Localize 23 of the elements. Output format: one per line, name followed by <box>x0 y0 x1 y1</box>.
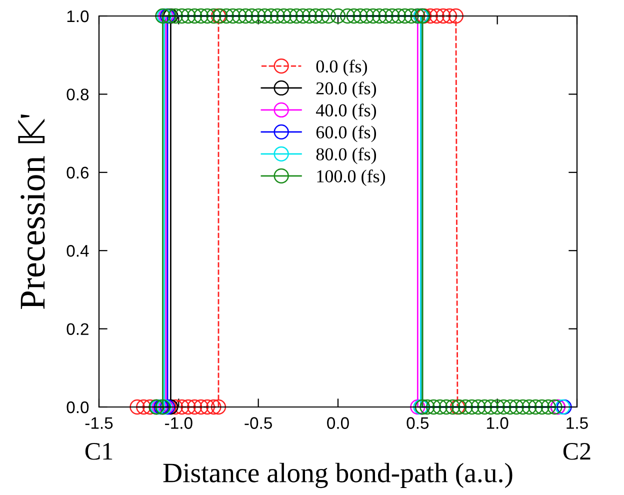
legend-label: 100.0 (fs) <box>317 169 386 186</box>
y-tick-label: 0.2 <box>66 323 88 336</box>
legend-label: 40.0 (fs) <box>316 104 376 120</box>
text: C1 <box>85 442 112 460</box>
x-axis-title: Distance along bond-path (a.u.) <box>163 462 512 488</box>
x-tick-label: 0.5 <box>406 417 429 429</box>
y-tick-label: 1.0 <box>67 10 89 22</box>
legend-label: 80.0 (fs) <box>316 148 376 164</box>
x-tick-label: 1.5 <box>566 417 588 429</box>
legend-label: 60.0 (fs) <box>316 126 376 142</box>
x-tick-label: 1.0 <box>487 417 508 429</box>
x-tick-label: -1.5 <box>85 417 113 429</box>
y-tick-label: 0.8 <box>66 88 89 100</box>
y-axis-title: Precession 𝕂' <box>18 114 45 310</box>
legend-label: 0.0 (fs) <box>316 60 367 76</box>
x-tick-label: 0.0 <box>327 417 349 429</box>
x-tick-label: -1.0 <box>165 417 192 429</box>
y-tick-label: 0.6 <box>66 166 89 179</box>
x-tick-label: -0.5 <box>244 417 272 429</box>
y-tick-label: 0.0 <box>66 401 89 414</box>
text: C2 <box>563 442 590 460</box>
legend-label: 20.0 (fs) <box>316 82 376 98</box>
y-tick-label: 0.4 <box>66 245 89 257</box>
